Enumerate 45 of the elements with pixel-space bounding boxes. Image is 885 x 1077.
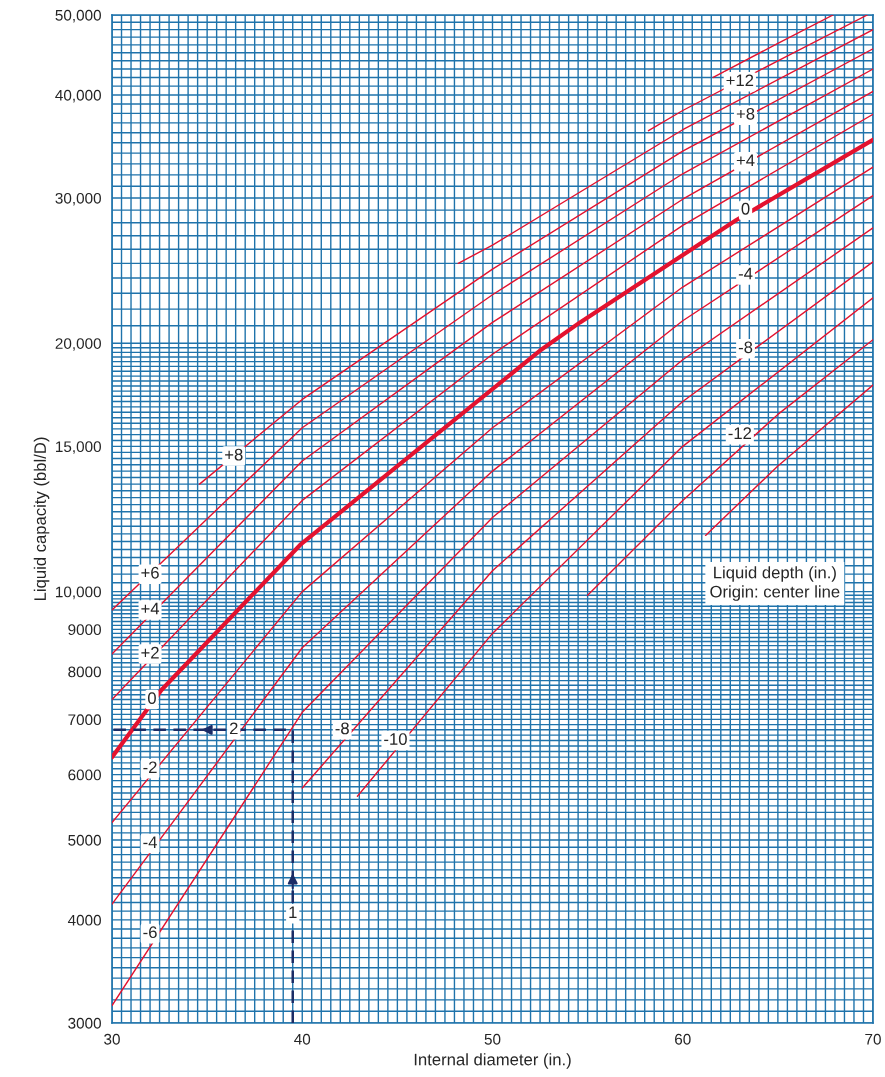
annotation: -2 — [143, 761, 157, 774]
annotation: +2 — [141, 646, 159, 659]
y-tick-label: 15,000 — [56, 441, 101, 454]
y-tick-label: 9000 — [68, 624, 101, 636]
line-series — [112, 227, 873, 1007]
annotation: 0 — [741, 202, 750, 215]
line-series — [301, 261, 873, 789]
x-tick-label: 30 — [104, 1033, 120, 1045]
annotation: +6 — [141, 566, 159, 579]
annotation: -12 — [728, 427, 752, 439]
x-tick-label: 40 — [294, 1033, 311, 1045]
line-series — [198, 48, 873, 485]
annotation: 1 — [289, 906, 297, 919]
y-tick-label: 50,000 — [55, 9, 101, 23]
y-tick-label: 4000 — [67, 914, 101, 926]
annotation: +12 — [726, 74, 754, 87]
annotation: +4 — [736, 154, 755, 167]
y-tick-label: 40,000 — [55, 89, 101, 103]
annotation: -6 — [143, 926, 157, 939]
annotation: 0 — [147, 692, 156, 704]
annotation: Liquid depth (in.) Origin: center line — [710, 566, 840, 601]
annotation: +8 — [736, 107, 755, 120]
y-tick-label: 7000 — [68, 714, 101, 726]
y-tick-label: 6000 — [68, 769, 101, 781]
annotation: -4 — [738, 267, 753, 280]
line-series — [457, 28, 873, 265]
y-axis-title: Liquid capacity (bbl/D) — [33, 437, 50, 601]
annotation: -10 — [384, 733, 407, 745]
x-tick-label: 70 — [865, 1033, 881, 1045]
y-tick-label: 10,000 — [56, 586, 101, 600]
annotation: 2 — [229, 722, 238, 735]
x-tick-label: 50 — [484, 1033, 501, 1045]
annotation: +4 — [141, 602, 160, 615]
y-tick-label: 5000 — [68, 834, 101, 846]
y-tick-label: 3000 — [68, 1017, 101, 1029]
line-series — [356, 297, 873, 797]
y-tick-label: 30,000 — [55, 192, 101, 206]
x-tick-label: 60 — [675, 1033, 691, 1045]
x-axis-title: Internal diameter (in.) — [414, 1053, 571, 1069]
annotation: -8 — [738, 341, 753, 354]
y-tick-label: 8000 — [68, 666, 101, 678]
annotation: -8 — [335, 722, 349, 735]
annotation: +8 — [225, 448, 243, 461]
annotation: -4 — [143, 836, 157, 848]
y-tick-label: 20,000 — [55, 338, 101, 351]
